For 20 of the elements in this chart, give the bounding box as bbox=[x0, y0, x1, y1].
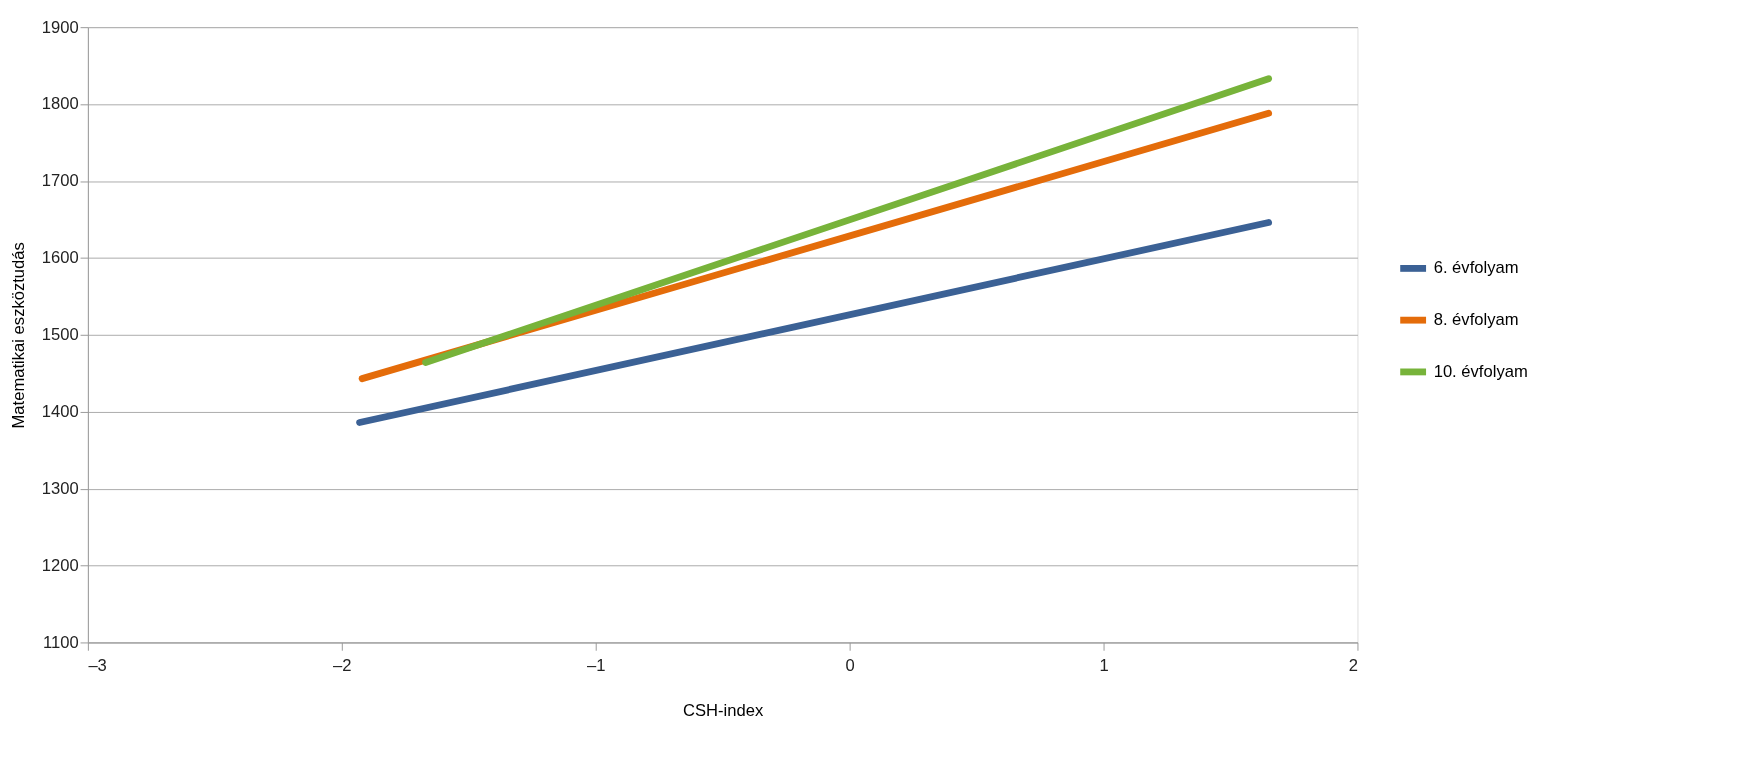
x-tick-label: –1 bbox=[586, 656, 606, 676]
y-tick-label: 1500 bbox=[41, 325, 79, 345]
x-tick-label: 1 bbox=[1099, 656, 1109, 676]
x-tick-label: 2 bbox=[1348, 656, 1358, 676]
y-tick-label: 1600 bbox=[41, 248, 79, 268]
x-tick-label: 0 bbox=[845, 656, 855, 676]
y-tick-label: 1700 bbox=[41, 171, 79, 191]
x-tick-label: –3 bbox=[88, 656, 107, 676]
y-tick-label: 1900 bbox=[41, 17, 79, 37]
legend-label: 8. évfolyam bbox=[1433, 310, 1519, 330]
y-tick-label: 1300 bbox=[41, 478, 79, 498]
y-axis-title: Matematikai eszköztudás bbox=[9, 242, 29, 429]
x-axis-title: CSH-index bbox=[683, 701, 764, 721]
legend-label: 10. évfolyam bbox=[1433, 361, 1528, 381]
legend-label: 6. évfolyam bbox=[1433, 258, 1519, 278]
y-tick-label: 1100 bbox=[42, 632, 79, 652]
y-tick-label: 1200 bbox=[41, 555, 79, 575]
y-tick-label: 1400 bbox=[41, 402, 79, 422]
y-tick-label: 1800 bbox=[41, 94, 79, 114]
x-tick-label: –2 bbox=[333, 656, 352, 676]
